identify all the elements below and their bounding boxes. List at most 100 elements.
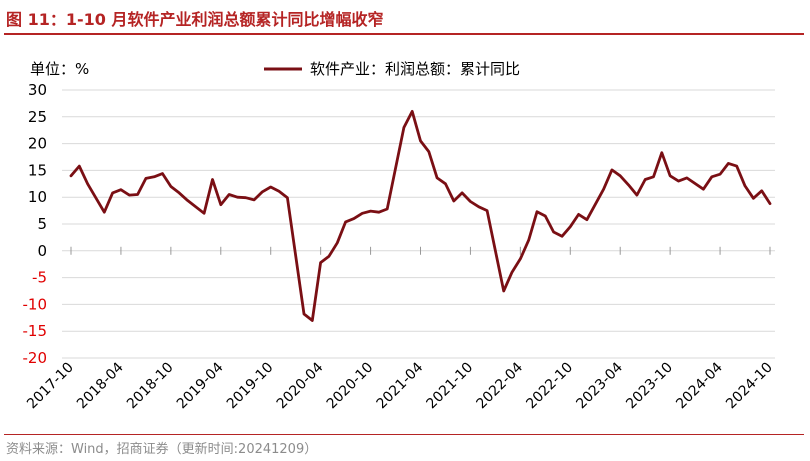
data-point: [220, 204, 222, 206]
data-point: [627, 184, 630, 186]
x-tick-label: 2018-04: [74, 359, 127, 412]
figure-title: 图 11：1-10 月软件产业利润总额累计同比增幅收窄: [6, 10, 384, 29]
data-point: [528, 239, 530, 241]
legend-label: 软件产业：利润总额：累计同比: [310, 60, 520, 78]
data-point: [203, 212, 205, 214]
data-point: [669, 175, 671, 177]
data-point: [145, 177, 147, 179]
data-point: [652, 176, 655, 178]
data-point: [78, 165, 80, 167]
y-tick-label: 25: [28, 108, 47, 126]
data-point: [419, 140, 422, 142]
data-point: [453, 200, 455, 202]
y-tick-label: 0: [37, 242, 47, 260]
data-point: [153, 176, 155, 178]
data-point: [511, 271, 513, 273]
x-tick-label: 2019-10: [224, 360, 277, 413]
title-divider: [4, 33, 804, 35]
data-point: [578, 213, 580, 215]
x-tick-label: 2024-04: [673, 359, 726, 412]
data-point: [661, 152, 663, 154]
y-tick-label: -10: [23, 295, 48, 313]
y-tick-label: 30: [28, 81, 47, 99]
y-tick-label: -20: [23, 349, 48, 367]
x-tick-label: 2017-10: [24, 360, 77, 413]
data-point: [586, 219, 588, 221]
data-point: [270, 186, 272, 188]
data-point: [411, 110, 413, 112]
x-tick-label: 2020-10: [324, 360, 377, 413]
data-point: [711, 176, 713, 178]
data-point: [386, 208, 388, 210]
data-point: [478, 206, 480, 208]
data-point: [727, 162, 730, 164]
data-point: [186, 199, 189, 201]
data-point: [436, 177, 438, 179]
data-point: [702, 188, 705, 190]
series-layer: [69, 110, 772, 322]
x-tick-label: 2018-10: [124, 360, 177, 413]
source-divider: [4, 434, 804, 435]
data-point: [245, 197, 247, 199]
data-point: [228, 193, 230, 196]
x-tick-label: 2023-10: [623, 360, 676, 413]
data-point: [311, 319, 313, 322]
data-point: [428, 151, 430, 153]
x-axis: 2017-102018-042018-102019-042019-102020-…: [24, 246, 776, 413]
data-point: [261, 191, 263, 193]
data-point: [611, 169, 613, 171]
data-point: [603, 188, 605, 190]
data-point: [87, 183, 89, 185]
y-tick-label: 5: [37, 215, 47, 233]
data-point: [211, 178, 214, 181]
data-point: [236, 196, 238, 198]
data-point: [286, 197, 288, 199]
data-point: [170, 185, 172, 188]
data-point: [345, 221, 347, 223]
data-point: [303, 313, 305, 315]
y-tick-label: -5: [32, 269, 47, 287]
legend: 软件产业：利润总额：累计同比: [264, 60, 520, 78]
series-line: [69, 110, 772, 322]
y-axis: 30 25 20 15 10 5 0 -5 -10 -15 -20: [23, 81, 48, 367]
y-tick-label: 15: [28, 161, 47, 179]
data-point: [553, 231, 555, 233]
data-point: [370, 210, 372, 212]
data-point: [752, 197, 755, 199]
x-tick-label: 2022-04: [474, 359, 527, 412]
data-point: [178, 192, 180, 194]
data-point: [353, 218, 355, 220]
x-tick-label: 2023-04: [573, 359, 626, 412]
data-point: [636, 194, 638, 196]
data-point: [736, 165, 738, 167]
data-point: [444, 183, 447, 185]
data-point: [403, 126, 405, 129]
data-point: [686, 177, 688, 179]
data-point: [744, 185, 746, 187]
data-point: [120, 189, 122, 191]
data-point: [619, 175, 621, 177]
data-point: [761, 190, 763, 192]
data-point: [569, 226, 571, 228]
source-note: 资料来源：Wind，招商证券（更新时间:20241209）: [6, 442, 318, 457]
x-tick-label: 2024-10: [723, 360, 776, 413]
unit-label: 单位：%: [30, 60, 89, 78]
data-point: [378, 211, 380, 213]
data-point: [361, 212, 363, 214]
data-point: [503, 290, 505, 292]
data-point: [70, 175, 72, 177]
data-point: [128, 194, 130, 196]
data-point: [253, 199, 255, 201]
data-point: [320, 262, 322, 264]
data-point: [161, 173, 164, 175]
data-point: [544, 215, 546, 217]
data-point: [336, 242, 338, 244]
data-point: [469, 200, 471, 203]
y-tick-label: -15: [23, 322, 48, 340]
grid-lines: [62, 89, 775, 359]
data-point: [644, 178, 646, 181]
data-point: [278, 190, 280, 192]
data-point: [137, 193, 139, 196]
data-point: [677, 180, 680, 182]
